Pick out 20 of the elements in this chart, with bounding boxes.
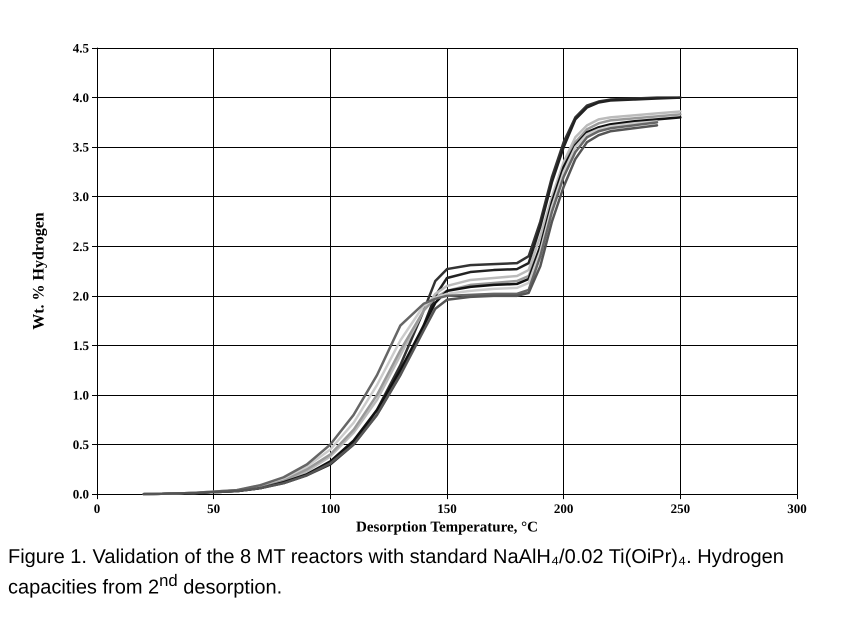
- y-tick-label: 1.0: [72, 387, 89, 402]
- y-axis-title: Wt. % Hydrogen: [30, 212, 48, 330]
- y-tick-label: 0.5: [72, 437, 90, 452]
- y-tick-label: 3.5: [72, 140, 90, 155]
- x-tick-label: 250: [670, 501, 690, 516]
- y-tick-label: 3.0: [72, 189, 89, 204]
- x-axis-title: Desorption Temperature, °C: [356, 520, 538, 536]
- y-tick-label: 2.5: [72, 238, 90, 254]
- x-tick-label: 300: [787, 501, 807, 516]
- y-tick-label: 0.0: [72, 486, 89, 502]
- x-tick-label: 200: [554, 501, 574, 516]
- y-tick-label: 4.5: [72, 40, 90, 56]
- y-tick-label: 4.0: [72, 90, 89, 106]
- x-tick-label: 150: [437, 501, 457, 516]
- y-tick-label: 2.0: [72, 288, 89, 304]
- y-tick-label: 1.5: [72, 338, 90, 353]
- caption: Figure 1. Validation of the 8 MT reactors with standard NaAlH₄/0.02 Ti(OiPr)₄. Hydrogen capacities from 2$^{nd}$ desorption.: [8, 545, 785, 600]
- x-tick-label: 100: [320, 501, 340, 516]
- x-tick-label: 0: [94, 501, 100, 516]
- x-tick-label: 50: [207, 501, 220, 516]
